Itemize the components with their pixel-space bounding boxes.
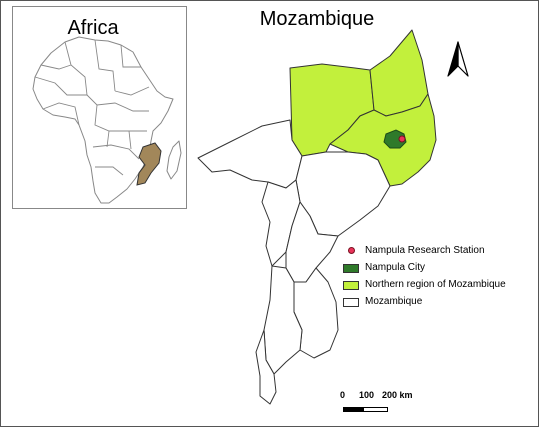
nampula-city-swatch <box>343 264 359 273</box>
tete-province <box>197 119 303 189</box>
africa-outline <box>32 36 182 204</box>
legend-label: Mozambique <box>365 296 423 307</box>
research-station-symbol <box>348 247 355 254</box>
inset-title: Africa <box>67 17 119 39</box>
madagascar <box>166 140 182 180</box>
cabo-delgado-province <box>369 29 429 117</box>
gaza-province <box>263 265 303 375</box>
research-station-marker <box>398 135 406 143</box>
main-map-title: Mozambique <box>259 8 375 30</box>
legend-label: Northern region of Mozambique <box>365 279 506 290</box>
africa-continent <box>32 36 174 204</box>
maputo-province <box>255 329 277 405</box>
nampula-city-area <box>383 129 407 149</box>
scale-segment-white <box>363 407 388 412</box>
scale-label-0: 0 <box>340 390 346 400</box>
scale-label-200: 200 km <box>382 390 413 400</box>
africa-inset-map: Africa <box>12 6 187 209</box>
northern-region-swatch <box>343 281 359 290</box>
legend-label: Nampula City <box>365 262 426 273</box>
scale-label-100: 100 <box>359 390 375 400</box>
north-arrow-icon <box>447 41 469 77</box>
legend-label: Nampula Research Station <box>365 245 485 256</box>
scale-segment-black <box>343 407 363 412</box>
mozambique-highlight <box>136 142 162 186</box>
mozambique-swatch <box>343 298 359 307</box>
mozambique-map <box>197 29 437 405</box>
